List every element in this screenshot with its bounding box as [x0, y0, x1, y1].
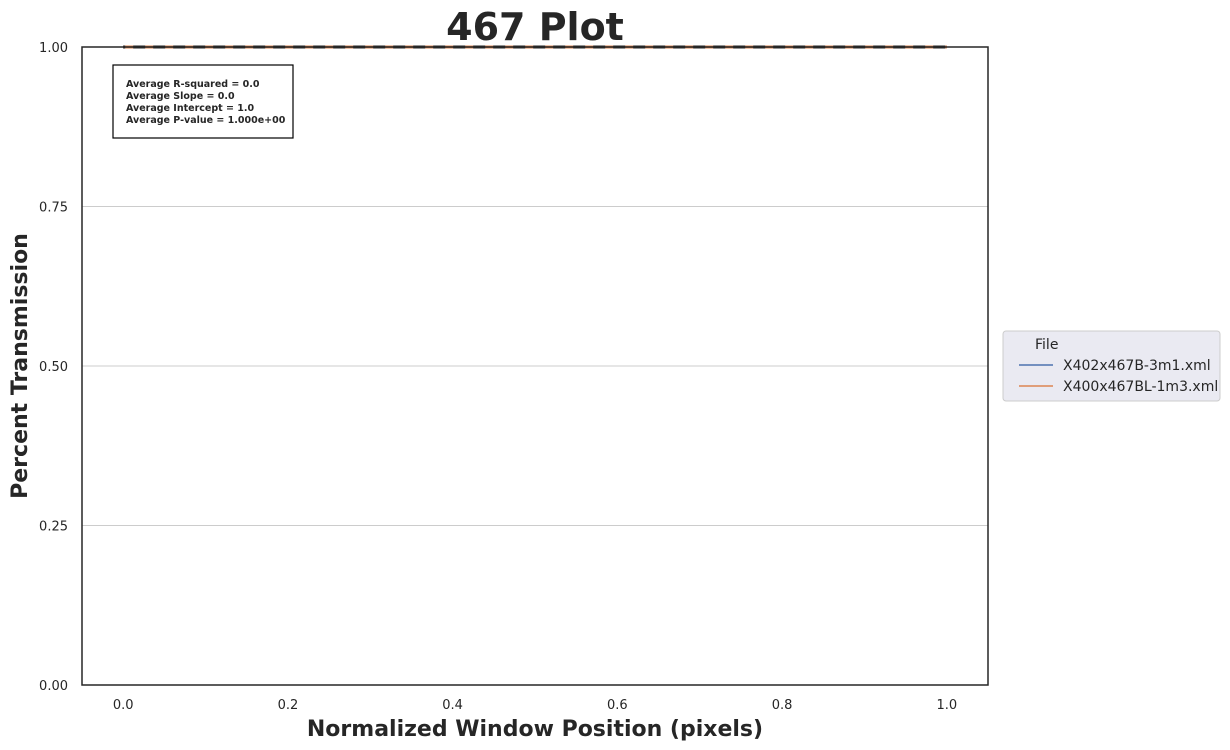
legend: File X402x467B-3m1.xml X400x467BL-1m3.xm…	[1002, 330, 1221, 402]
chart-title: 467 Plot	[446, 5, 624, 49]
x-tick-label: 1.0	[936, 698, 957, 713]
axis-ticks: 0.0 0.2 0.4 0.6 0.8 1.0 0.00 0.25 0.50 0.75 1.00	[39, 41, 957, 713]
x-axis-label: Normalized Window Position (pixels)	[307, 717, 763, 742]
legend-title: File	[1035, 337, 1058, 353]
y-tick-label: 1.00	[39, 41, 68, 56]
stats-r-squared: Average R-squared = 0.0	[126, 79, 260, 90]
x-tick-label: 0.8	[772, 698, 793, 713]
y-tick-label: 0.00	[39, 679, 68, 694]
stats-intercept: Average Intercept = 1.0	[126, 103, 254, 114]
y-axis-label: Percent Transmission	[8, 233, 33, 499]
y-tick-label: 0.25	[39, 520, 68, 535]
x-tick-label: 0.2	[278, 698, 299, 713]
plot-frame	[81, 46, 989, 686]
y-tick-label: 0.50	[39, 360, 68, 375]
stats-annotation-box: Average R-squared = 0.0 Average Slope = …	[112, 64, 294, 139]
y-tick-label: 0.75	[39, 201, 68, 216]
x-tick-label: 0.6	[607, 698, 628, 713]
stats-box-frame	[112, 64, 294, 139]
legend-label-series-2: X400x467BL-1m3.xml	[1063, 379, 1218, 395]
legend-label-series-1: X402x467B-3m1.xml	[1063, 358, 1211, 374]
stats-p-value: Average P-value = 1.000e+00	[126, 115, 286, 126]
legend-box	[1002, 330, 1221, 402]
x-tick-label: 0.4	[442, 698, 463, 713]
stats-slope: Average Slope = 0.0	[126, 91, 235, 102]
x-tick-label: 0.0	[113, 698, 134, 713]
